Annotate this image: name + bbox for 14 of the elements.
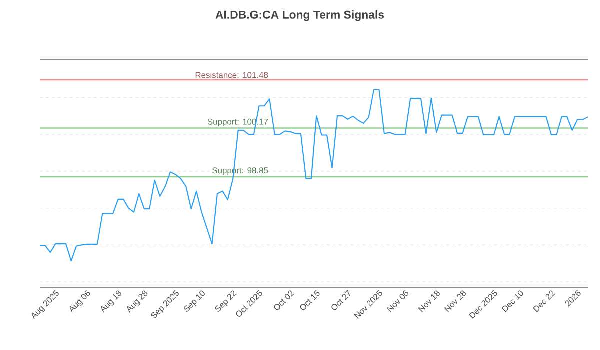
x-tick-label: Oct 02: [274, 290, 294, 310]
x-tick-label: Sep 10: [184, 290, 205, 312]
ref-line-label: Resistance: 101.48: [196, 72, 268, 78]
x-tick-label: Oct 27: [332, 290, 350, 310]
x-tick-label: Oct 15: [300, 290, 320, 310]
x-tick-label: Dec 10: [502, 290, 524, 312]
x-tick-label: Aug 28: [127, 290, 148, 313]
x-tick-label: Nov 28: [444, 290, 466, 312]
x-tick-label: Dec 22: [533, 290, 556, 312]
chart-title: AI.DB.G:CA Long Term Signals: [216, 10, 384, 22]
x-tick-label: Sep 22: [215, 290, 237, 312]
x-tick-label: Nov 18: [418, 290, 440, 312]
x-tick-label: Nov 06: [386, 290, 409, 312]
x-tick-label: Aug 18: [101, 290, 122, 313]
